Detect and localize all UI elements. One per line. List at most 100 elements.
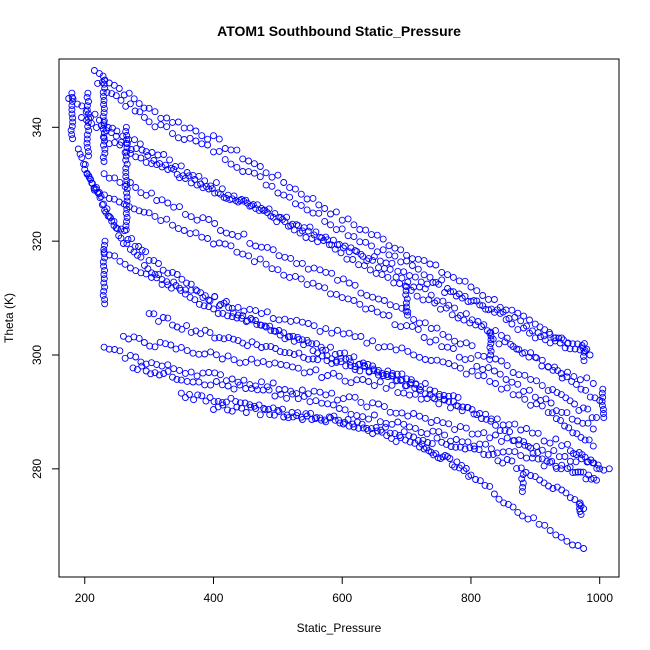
data-point	[426, 338, 434, 346]
cluster-point	[487, 347, 495, 355]
data-point	[538, 402, 546, 410]
data-point	[503, 456, 511, 463]
data-point	[150, 310, 158, 318]
data-point	[275, 213, 283, 221]
cluster-point	[68, 110, 76, 118]
data-point	[474, 430, 482, 438]
data-point	[356, 226, 364, 233]
data-point	[170, 278, 178, 286]
data-point	[541, 521, 549, 529]
data-point	[566, 457, 574, 465]
cluster-point	[122, 222, 130, 230]
cluster-point	[123, 214, 131, 221]
data-point	[287, 317, 295, 325]
data-point	[565, 424, 573, 432]
data-point	[306, 368, 314, 376]
data-point	[230, 356, 238, 364]
y-tick-label: 320	[30, 231, 44, 251]
data-point	[166, 156, 174, 164]
data-point	[373, 231, 381, 239]
data-point	[479, 366, 487, 373]
data-point	[186, 124, 194, 132]
data-point	[417, 278, 425, 286]
data-point	[423, 430, 431, 438]
data-point	[376, 418, 384, 426]
data-point	[392, 438, 400, 446]
data-point	[571, 468, 579, 476]
data-point	[485, 364, 492, 372]
data-point	[571, 345, 579, 353]
data-point	[202, 397, 210, 405]
data-point	[345, 422, 353, 430]
data-point	[240, 197, 248, 205]
data-point	[439, 358, 447, 366]
data-point	[547, 399, 555, 407]
data-point	[365, 415, 373, 423]
data-point	[445, 360, 453, 367]
data-point	[400, 389, 408, 397]
data-point	[128, 235, 136, 243]
data-point	[312, 366, 320, 374]
data-point	[286, 349, 294, 357]
data-point	[174, 225, 182, 233]
data-point	[362, 226, 370, 234]
data-point	[419, 296, 427, 304]
data-point	[247, 315, 255, 322]
data-point	[344, 232, 352, 240]
data-point	[306, 223, 314, 231]
data-point	[286, 193, 294, 201]
data-point	[218, 355, 226, 363]
data-point	[324, 372, 332, 379]
data-point	[177, 389, 185, 397]
cluster-point	[122, 168, 130, 176]
data-point	[540, 437, 548, 445]
data-point	[170, 203, 178, 211]
data-point	[158, 196, 166, 204]
data-point	[518, 512, 526, 520]
data-point	[375, 400, 382, 408]
data-point	[380, 297, 388, 304]
data-point	[105, 345, 113, 353]
data-point	[444, 271, 451, 279]
data-point	[181, 394, 189, 402]
data-point	[198, 132, 206, 140]
data-point	[310, 231, 318, 239]
data-point	[328, 269, 336, 277]
data-point	[157, 121, 165, 129]
data-point	[509, 437, 517, 445]
data-point	[493, 415, 501, 423]
data-point	[300, 341, 308, 349]
data-point	[397, 323, 405, 331]
cluster-point	[83, 93, 91, 101]
data-point	[369, 337, 377, 345]
data-point	[295, 349, 303, 357]
data-point	[151, 212, 159, 220]
data-point	[438, 268, 446, 276]
data-point	[321, 217, 329, 225]
cluster-point	[83, 102, 91, 110]
data-point	[294, 364, 302, 372]
data-point	[421, 390, 429, 398]
data-point	[266, 322, 274, 330]
data-point	[269, 379, 277, 387]
data-point	[116, 347, 124, 355]
data-point	[133, 251, 141, 259]
data-point	[388, 259, 396, 267]
data-point	[386, 429, 394, 437]
data-point	[322, 325, 330, 333]
data-point	[225, 334, 233, 342]
data-point	[304, 320, 312, 327]
data-point	[217, 301, 224, 308]
data-point	[203, 183, 210, 191]
data-point	[566, 463, 574, 471]
data-point	[293, 260, 301, 268]
data-point	[456, 443, 464, 451]
data-point	[116, 257, 124, 265]
data-point	[403, 382, 411, 390]
data-point	[281, 218, 289, 226]
data-point	[513, 465, 521, 473]
data-point	[526, 386, 533, 394]
data-point	[379, 235, 387, 243]
data-point	[204, 141, 212, 149]
data-point	[162, 161, 169, 169]
